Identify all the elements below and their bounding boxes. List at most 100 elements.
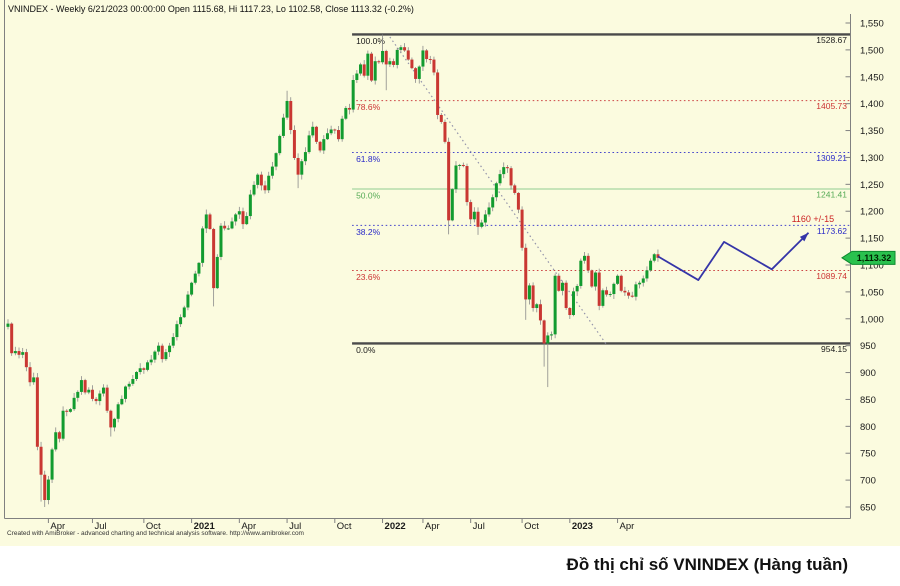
candlestick xyxy=(76,391,80,398)
candlestick xyxy=(79,380,83,392)
candlestick xyxy=(656,254,660,258)
candlestick xyxy=(509,168,513,186)
candlestick xyxy=(649,260,653,271)
candlestick xyxy=(641,278,645,283)
candlestick xyxy=(146,362,150,370)
candlestick xyxy=(594,272,598,287)
arrowhead-icon xyxy=(799,232,809,242)
candlestick xyxy=(142,368,146,370)
candlestick xyxy=(531,285,535,309)
candlestick xyxy=(10,323,14,354)
candlestick xyxy=(513,185,517,193)
last-price-badge: 1,113.32 xyxy=(841,250,896,265)
candlestick xyxy=(182,307,186,318)
candlestick xyxy=(252,184,256,195)
candlestick xyxy=(314,126,318,142)
candlestick xyxy=(285,100,289,118)
candlestick xyxy=(28,367,32,383)
candlestick xyxy=(612,283,616,295)
candlestick xyxy=(149,359,153,363)
candlestick xyxy=(421,50,425,67)
svg-text:650: 650 xyxy=(860,503,876,514)
svg-text:1241.41: 1241.41 xyxy=(816,189,847,199)
candlestick xyxy=(237,211,241,215)
candlestick xyxy=(498,174,502,184)
svg-text:900: 900 xyxy=(860,368,876,379)
svg-text:700: 700 xyxy=(860,476,876,487)
svg-text:950: 950 xyxy=(860,341,876,352)
candlestick xyxy=(274,153,278,167)
candles xyxy=(6,34,660,507)
candlestick xyxy=(325,133,329,140)
candlestick xyxy=(476,211,480,227)
candlestick xyxy=(450,189,454,221)
svg-text:38.2%: 38.2% xyxy=(356,227,381,237)
candlestick xyxy=(571,291,575,316)
candlestick xyxy=(171,337,175,346)
projection-arrow xyxy=(657,232,810,281)
chart-background: 100.0% 1528.67 78.6% 1405.73 61.8% 1309.21 50.… xyxy=(0,0,900,546)
candlestick xyxy=(219,225,223,257)
candlestick xyxy=(439,114,443,122)
candlestick xyxy=(619,275,623,291)
candlestick xyxy=(560,282,564,291)
candlestick xyxy=(568,308,572,316)
candlestick xyxy=(281,117,285,136)
candlestick xyxy=(553,275,557,335)
candlestick xyxy=(168,345,172,353)
candlestick xyxy=(480,222,484,227)
candlestick xyxy=(458,164,462,166)
x-axis: Apr Jul Oct 2021 Apr Jul Oct 2022 Apr Jul Oct 2023 A… xyxy=(47,518,634,532)
candlestick xyxy=(230,221,234,229)
svg-text:Oct: Oct xyxy=(337,521,352,532)
candlestick xyxy=(61,410,65,439)
candlestick xyxy=(538,304,542,321)
candlestick xyxy=(425,50,429,60)
svg-text:1405.73: 1405.73 xyxy=(816,101,847,111)
svg-text:2021: 2021 xyxy=(194,521,216,532)
svg-text:954.15: 954.15 xyxy=(821,344,847,354)
candlestick xyxy=(373,61,377,81)
candlestick xyxy=(157,345,161,352)
candlestick xyxy=(164,352,168,360)
candlestick xyxy=(336,130,340,140)
candlestick xyxy=(381,50,385,63)
svg-text:1,400: 1,400 xyxy=(860,99,884,110)
candlestick xyxy=(564,282,568,309)
fib-levels: 100.0% 1528.67 78.6% 1405.73 61.8% 1309.21 50.… xyxy=(352,33,851,355)
candlestick xyxy=(135,372,139,380)
candlestick xyxy=(377,61,381,63)
candlestick xyxy=(502,167,506,175)
candlestick xyxy=(138,368,142,373)
candlestick xyxy=(300,161,304,175)
candlestick xyxy=(215,256,219,289)
svg-text:800: 800 xyxy=(860,422,876,433)
candlestick xyxy=(652,254,656,261)
candlestick xyxy=(234,214,238,222)
candlestick xyxy=(586,255,590,271)
candlestick xyxy=(546,335,550,344)
candlestick xyxy=(87,389,91,393)
candlestick xyxy=(223,225,227,229)
svg-text:Apr: Apr xyxy=(425,521,440,532)
svg-text:0.0%: 0.0% xyxy=(356,345,376,355)
svg-text:2023: 2023 xyxy=(572,521,593,532)
candlestick xyxy=(160,345,164,360)
candlestick xyxy=(186,294,190,308)
svg-text:Jul: Jul xyxy=(473,521,485,532)
candlestick xyxy=(248,194,252,217)
svg-text:1309.21: 1309.21 xyxy=(816,153,847,163)
amibroker-credit: Created with AmiBroker - advanced charti… xyxy=(7,530,304,537)
candlestick xyxy=(623,290,627,293)
svg-text:1,350: 1,350 xyxy=(860,126,884,137)
candlestick xyxy=(193,273,197,283)
candlestick xyxy=(311,126,315,136)
candlestick xyxy=(443,121,447,142)
candlestick xyxy=(6,323,10,327)
candlestick xyxy=(410,59,414,69)
candlestick xyxy=(340,118,344,140)
candlestick xyxy=(406,50,410,60)
candlestick xyxy=(292,130,296,158)
candlestick xyxy=(43,474,47,501)
candlestick xyxy=(263,185,267,191)
